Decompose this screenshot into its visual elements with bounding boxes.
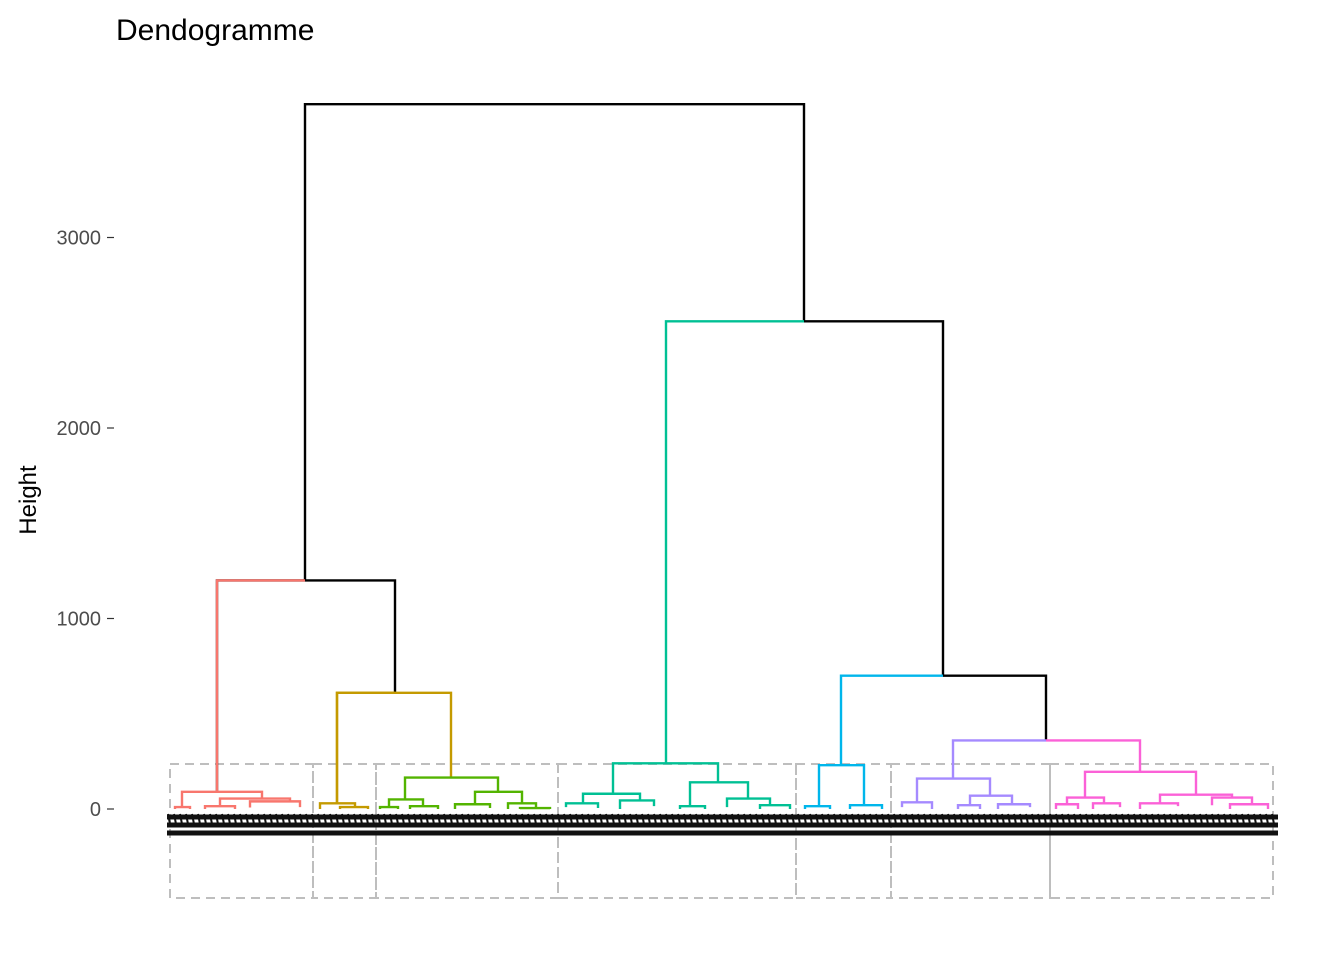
branch-cluster-1 (215, 579, 305, 792)
branch (725, 797, 772, 808)
branch (564, 802, 600, 809)
branch (817, 763, 866, 807)
branch-cluster-2-3 (335, 691, 453, 804)
chart-title: Dendogramme (116, 14, 314, 47)
branch (203, 804, 237, 809)
branch (1091, 802, 1122, 809)
branch-right-lower (943, 674, 1048, 741)
branch (900, 801, 934, 809)
branch-right (804, 320, 945, 676)
branch (387, 798, 425, 808)
y-tick-label: 1000 (57, 609, 102, 631)
branch (678, 804, 707, 809)
branch (803, 804, 832, 809)
y-tick-label: 3000 (57, 228, 102, 250)
branch (848, 803, 884, 809)
y-axis-title: Height (15, 465, 42, 535)
branch (1228, 803, 1270, 809)
branch (378, 805, 400, 809)
branch-cluster-2-top (335, 691, 395, 804)
branch (1083, 770, 1198, 798)
branch (1210, 796, 1254, 806)
cluster-rectangle (312, 763, 377, 899)
branch (403, 776, 500, 800)
branch-cluster-7-top (1046, 739, 1142, 772)
branch-left (215, 579, 397, 792)
branch (1054, 803, 1080, 809)
branch-cluster-6-top (951, 739, 1046, 779)
branch (248, 800, 302, 808)
branch (473, 790, 524, 805)
branch (1065, 796, 1106, 805)
branch (688, 781, 750, 807)
y-tick-label: 0 (90, 799, 101, 821)
dendrogram-branches (173, 102, 1270, 810)
branch (518, 806, 552, 810)
leaf-labels (167, 813, 1278, 836)
branch (180, 790, 264, 808)
branch (408, 804, 440, 809)
branch (338, 805, 370, 809)
root-branch (303, 102, 806, 581)
branch (956, 803, 982, 809)
branch (915, 777, 992, 803)
branch (453, 803, 492, 809)
branch (968, 794, 1014, 806)
branch (618, 799, 656, 809)
y-axis: 0 1000 2000 3000 (57, 228, 114, 821)
branch (1138, 802, 1180, 809)
branch-cluster-5 (839, 674, 943, 766)
y-tick-label: 2000 (57, 418, 102, 440)
branch (996, 803, 1032, 809)
branch (581, 792, 642, 804)
branch (1158, 793, 1234, 804)
branch (506, 802, 538, 809)
branch (218, 797, 292, 807)
branch (318, 802, 357, 809)
branch-cluster-4 (664, 320, 804, 764)
branch (611, 762, 720, 794)
branch (758, 803, 792, 809)
branch (173, 805, 192, 809)
